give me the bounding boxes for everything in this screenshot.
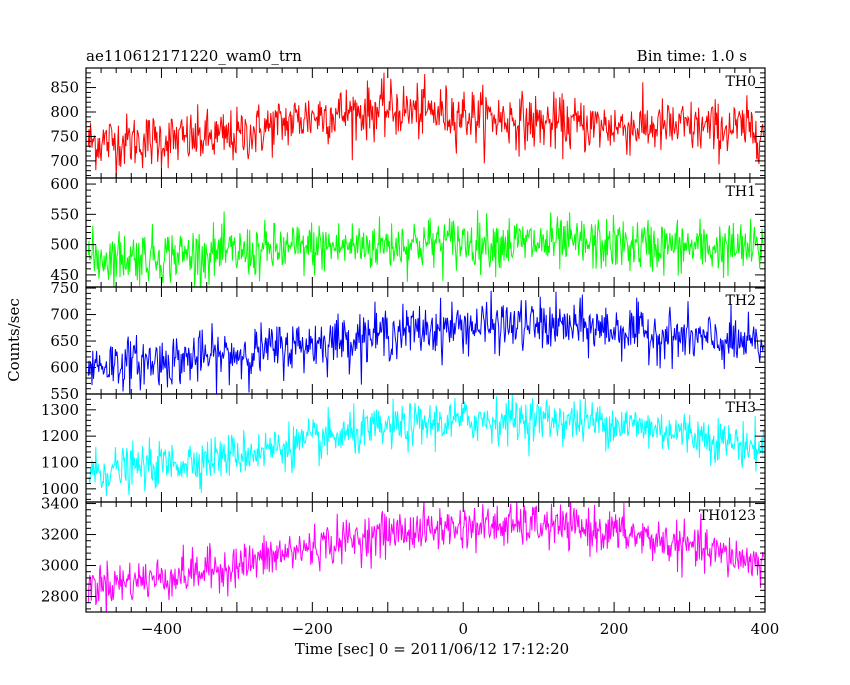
panel-frame — [85, 177, 766, 288]
panel-label-th3: TH3 — [726, 400, 756, 416]
y-tick-label: 550 — [50, 385, 79, 403]
y-tick-label: 1100 — [41, 453, 79, 471]
panel-th2: 550 600 650 700 750 TH2 — [50, 279, 766, 403]
panel-th0123: 2800 3000 3200 3400 TH0123 — [41, 495, 766, 613]
y-tick-label: 1000 — [41, 480, 79, 498]
x-tick-label: 400 — [751, 620, 780, 638]
x-tick-label: 200 — [600, 620, 629, 638]
y-axis-title: Counts/sec — [5, 298, 23, 382]
series-line-th0123 — [87, 502, 764, 612]
y-tick-label: 850 — [50, 79, 79, 97]
series-line-th2 — [87, 290, 764, 394]
y-tick-label: 3400 — [41, 495, 79, 513]
y-tick-label: 1200 — [41, 427, 79, 445]
x-axis-title: Time [sec] 0 = 2011/06/12 17:12:20 — [295, 640, 569, 658]
y-tick-label: 600 — [50, 175, 79, 193]
panel-label-th2: TH2 — [726, 293, 756, 309]
series-line-th1 — [87, 210, 764, 287]
bin-time-label: Bin time: 1.0 s — [637, 47, 747, 65]
x-tick-label: 0 — [458, 620, 468, 638]
y-tick-label: 800 — [50, 103, 79, 121]
panel-frame — [85, 501, 766, 613]
panel-th0: 700 750 800 850 TH0 — [50, 67, 766, 179]
y-tick-label: 700 — [50, 152, 79, 170]
x-tick-label: −400 — [141, 620, 182, 638]
x-tick-label: −200 — [292, 620, 333, 638]
y-tick-label: 2800 — [41, 588, 79, 606]
panel-th3: 1000 1100 1200 1300 TH3 — [41, 393, 766, 503]
y-tick-label: 550 — [50, 205, 79, 223]
y-tick-label: 3200 — [41, 526, 79, 544]
y-tick-label: 750 — [50, 279, 79, 297]
panel-label-th0: TH0 — [726, 74, 756, 90]
y-tick-label: 600 — [50, 359, 79, 377]
panel-label-th1: TH1 — [726, 184, 756, 200]
y-tick-label: 3000 — [41, 557, 79, 575]
y-tick-label: 700 — [50, 306, 79, 324]
chart-title: ae110612171220_wam0_trn — [86, 47, 302, 65]
y-tick-label: 500 — [50, 236, 79, 254]
series-line-th3 — [88, 394, 764, 496]
y-tick-label: 450 — [50, 266, 79, 284]
panel-label-th0123: TH0123 — [699, 508, 756, 524]
y-tick-label: 650 — [50, 332, 79, 350]
y-tick-label: 1300 — [41, 401, 79, 419]
panel-frame — [85, 393, 766, 503]
panel-th1: 450 500 550 600 TH1 — [50, 175, 766, 288]
series-line-th0 — [87, 72, 764, 178]
panel-frame — [85, 286, 766, 395]
y-tick-label: 750 — [50, 127, 79, 145]
panels-layer: 700 750 800 850 TH0 450 500 550 600 TH1 550 600 650 7… — [41, 67, 780, 638]
